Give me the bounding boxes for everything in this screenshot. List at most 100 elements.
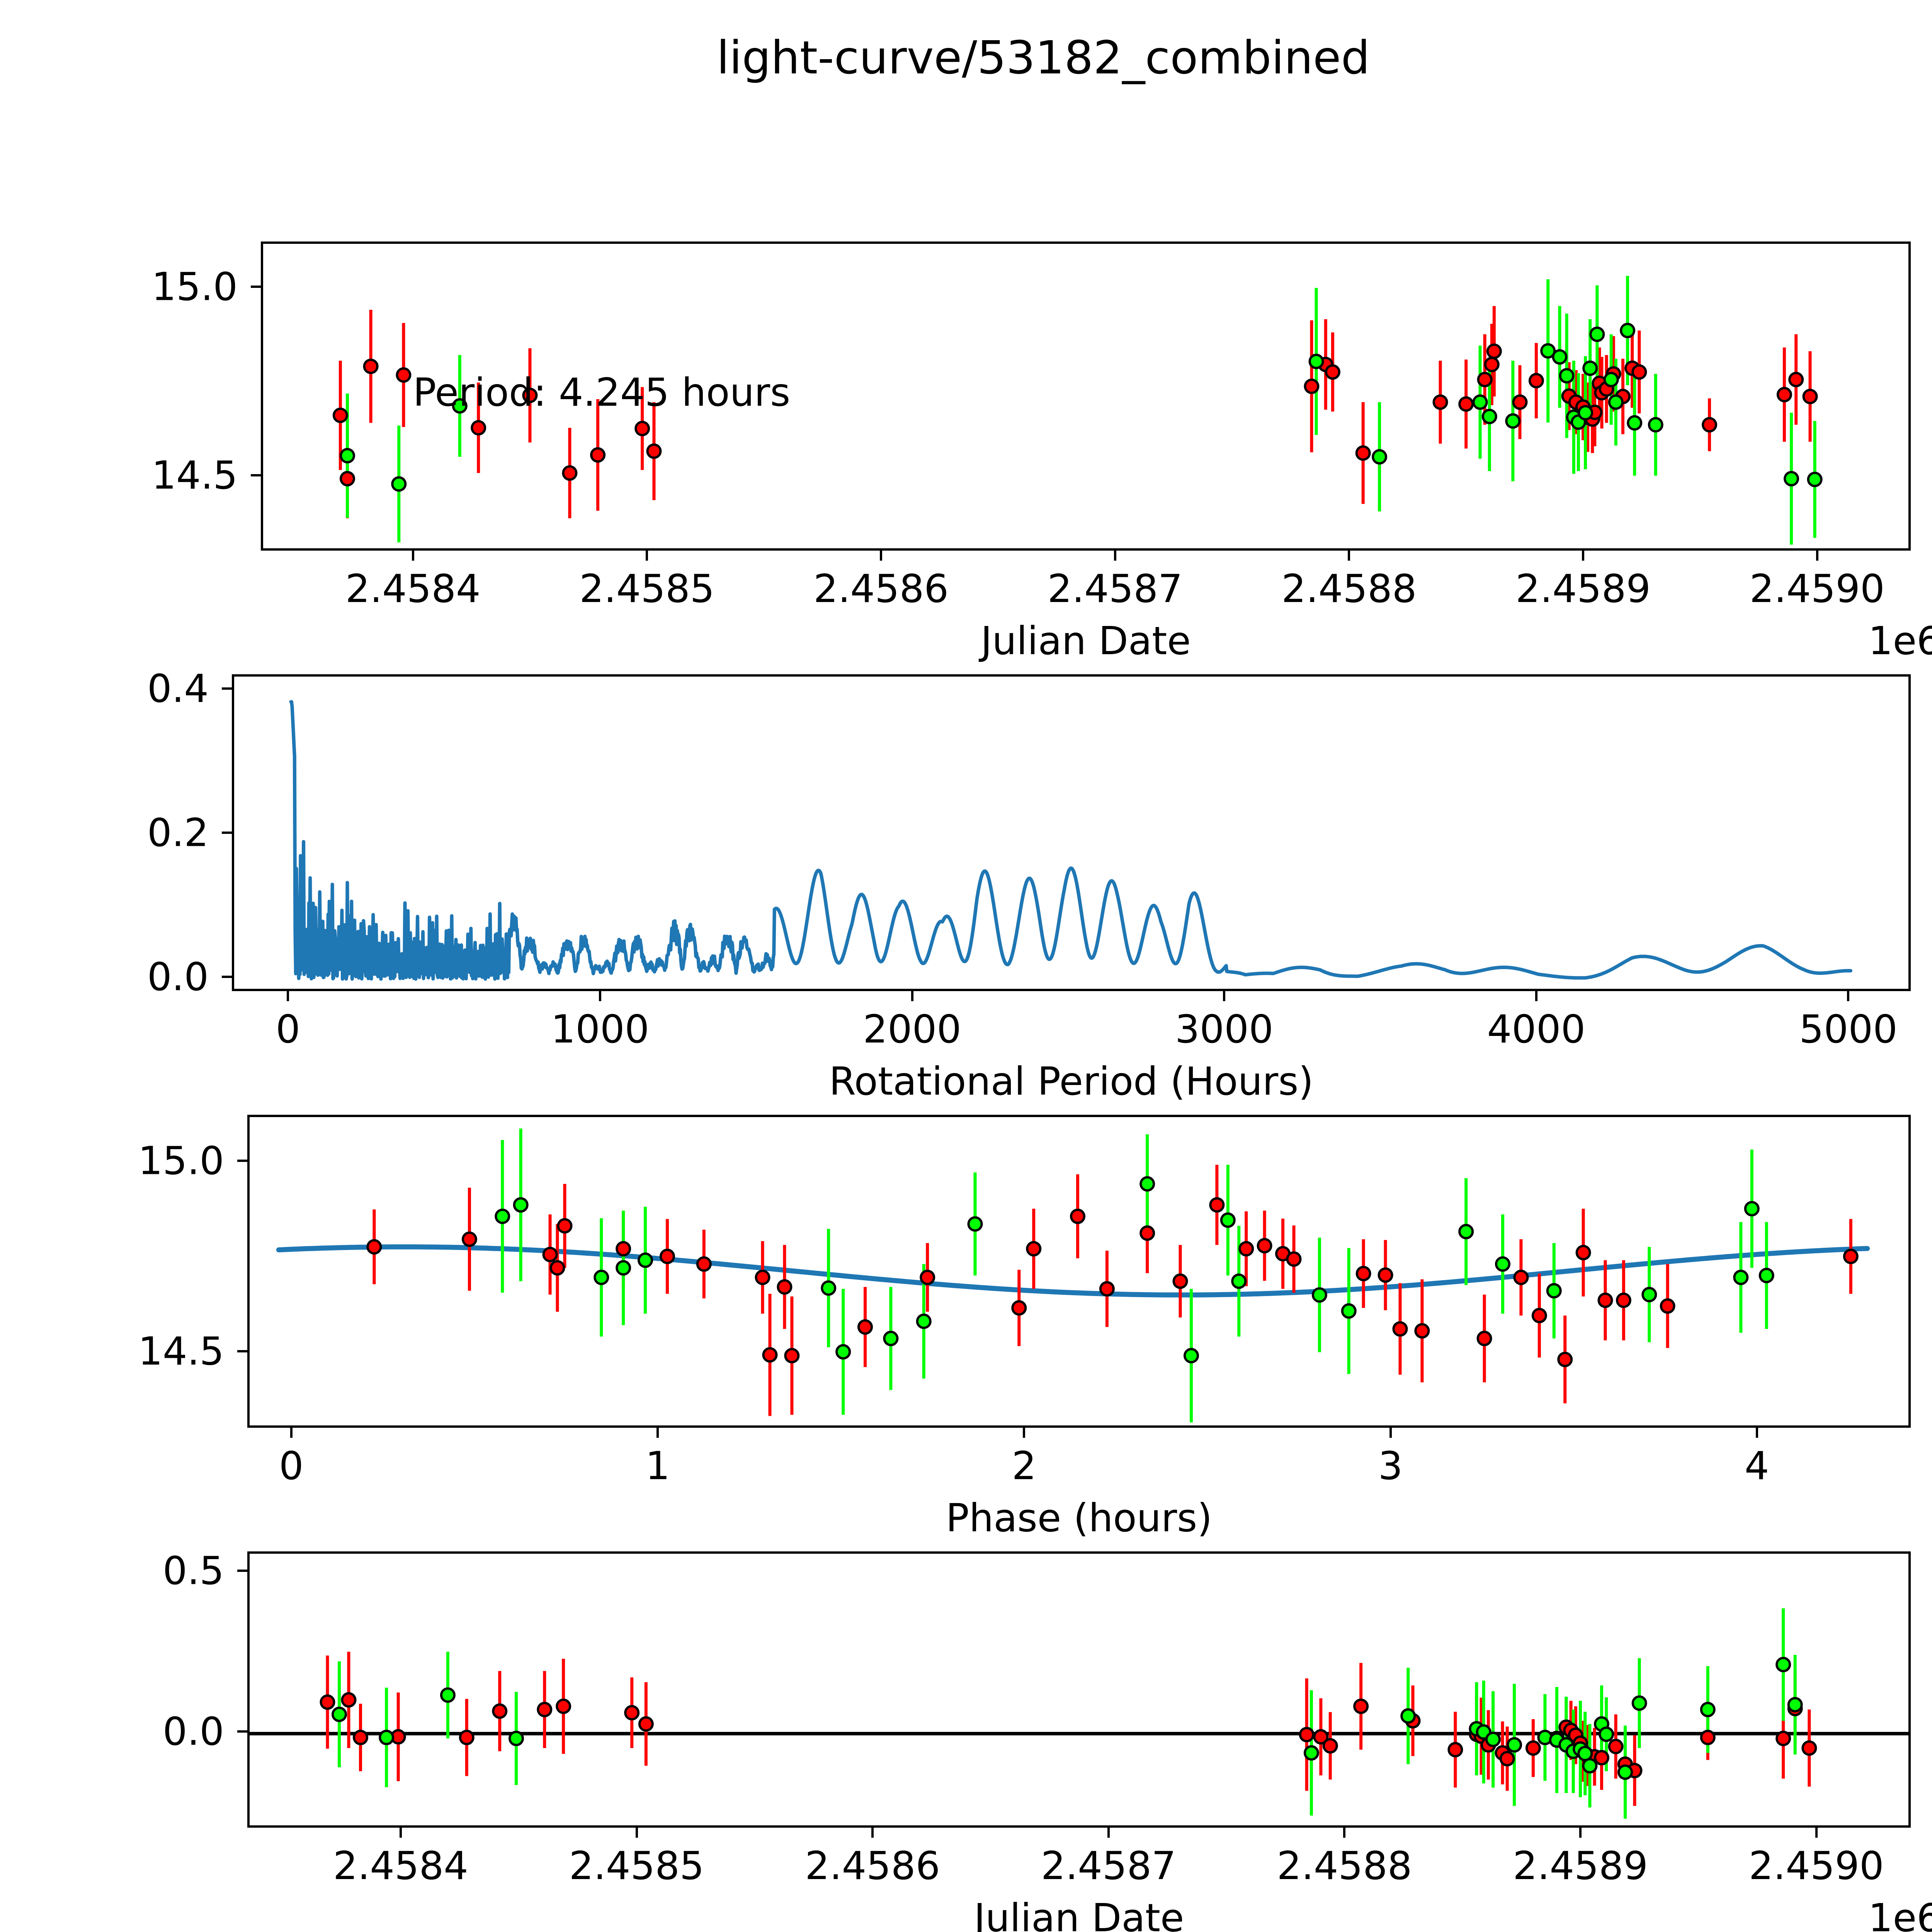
xtick-mark-residuals-4 bbox=[1343, 1828, 1346, 1838]
xtick-mark-lightcurve-5 bbox=[1582, 551, 1585, 561]
plot-canvas-periodogram bbox=[289, 700, 1852, 981]
ytick-mark-phasefold-0 bbox=[237, 1159, 247, 1162]
xtick-mark-lightcurve-1 bbox=[646, 551, 648, 561]
xtick-label-lightcurve-0: 2.4584 bbox=[345, 566, 481, 611]
figure-title: light-curve/53182_combined bbox=[716, 31, 1370, 84]
xtick-label-phasefold-3: 3 bbox=[1378, 1443, 1403, 1488]
plot-area-residuals bbox=[247, 1551, 1911, 1828]
xtick-label-lightcurve-5: 2.4589 bbox=[1515, 566, 1651, 611]
xtick-mark-residuals-3 bbox=[1107, 1828, 1110, 1838]
plot-area-lightcurve bbox=[261, 242, 1911, 551]
xtick-label-phasefold-0: 0 bbox=[279, 1443, 304, 1488]
xtick-label-lightcurve-3: 2.4587 bbox=[1047, 566, 1183, 611]
xtick-label-phasefold-4: 4 bbox=[1744, 1443, 1769, 1488]
plot-clip-periodogram bbox=[234, 677, 1908, 989]
ytick-label-phasefold-1: 14.5 bbox=[138, 1328, 224, 1374]
plot-canvas-phasefold bbox=[276, 1128, 1870, 1423]
ytick-mark-periodogram-2 bbox=[222, 687, 232, 690]
xtick-label-residuals-3: 2.4587 bbox=[1041, 1843, 1176, 1888]
xtick-mark-periodogram-1 bbox=[599, 991, 601, 1001]
x-offset-text-lightcurve: 1e6 bbox=[1868, 618, 1932, 663]
plot-clip-lightcurve bbox=[263, 244, 1908, 548]
xtick-label-residuals-6: 2.4590 bbox=[1748, 1843, 1884, 1888]
xtick-mark-periodogram-4 bbox=[1535, 991, 1537, 1001]
periodogram-line bbox=[289, 700, 1852, 981]
xtick-mark-phasefold-1 bbox=[656, 1428, 659, 1438]
xtick-mark-phasefold-4 bbox=[1755, 1428, 1758, 1438]
xtick-label-phasefold-2: 2 bbox=[1012, 1443, 1037, 1488]
markers-red bbox=[366, 1197, 1859, 1367]
errorbars-red bbox=[326, 1651, 1811, 1806]
xtick-label-periodogram-2: 2000 bbox=[863, 1007, 961, 1052]
ytick-mark-residuals-1 bbox=[237, 1730, 247, 1733]
xlabel-residuals: Julian Date bbox=[974, 1895, 1184, 1932]
xlabel-lightcurve: Julian Date bbox=[981, 618, 1191, 663]
xtick-label-periodogram-1: 1000 bbox=[551, 1007, 650, 1052]
markers-red bbox=[320, 1692, 1817, 1779]
xtick-mark-residuals-0 bbox=[399, 1828, 402, 1838]
plot-clip-phasefold bbox=[250, 1117, 1908, 1425]
xtick-mark-lightcurve-3 bbox=[1114, 551, 1116, 561]
xtick-label-lightcurve-6: 2.4590 bbox=[1749, 566, 1885, 611]
ytick-mark-residuals-0 bbox=[237, 1569, 247, 1572]
xtick-mark-phasefold-2 bbox=[1023, 1428, 1026, 1438]
ytick-label-lightcurve-1: 14.5 bbox=[151, 452, 238, 498]
xtick-mark-periodogram-5 bbox=[1847, 991, 1850, 1001]
xtick-mark-residuals-1 bbox=[635, 1828, 638, 1838]
plot-canvas-residuals bbox=[250, 1608, 1908, 1819]
xtick-label-phasefold-1: 1 bbox=[645, 1443, 670, 1488]
ytick-mark-periodogram-0 bbox=[222, 975, 232, 978]
plot-area-periodogram bbox=[232, 674, 1911, 991]
xtick-mark-periodogram-2 bbox=[911, 991, 913, 1001]
xtick-label-periodogram-5: 5000 bbox=[1799, 1007, 1898, 1052]
ytick-label-periodogram-2: 0.4 bbox=[147, 666, 209, 711]
xtick-label-residuals-5: 2.4589 bbox=[1513, 1843, 1648, 1888]
xlabel-phasefold: Phase (hours) bbox=[946, 1495, 1213, 1541]
xtick-mark-residuals-2 bbox=[871, 1828, 874, 1838]
markers-green bbox=[340, 323, 1823, 492]
xtick-mark-lightcurve-0 bbox=[412, 551, 414, 561]
xtick-mark-phasefold-3 bbox=[1389, 1428, 1392, 1438]
markers-green bbox=[495, 1176, 1774, 1364]
ytick-mark-lightcurve-1 bbox=[251, 474, 261, 476]
xtick-mark-residuals-5 bbox=[1579, 1828, 1582, 1838]
xtick-mark-periodogram-0 bbox=[287, 991, 289, 1001]
plot-area-phasefold bbox=[247, 1115, 1911, 1428]
ytick-mark-periodogram-1 bbox=[222, 832, 232, 834]
plot-clip-residuals bbox=[250, 1554, 1908, 1825]
x-offset-text-residuals: 1e6 bbox=[1868, 1895, 1932, 1932]
plot-canvas-lightcurve bbox=[332, 276, 1823, 545]
xtick-label-lightcurve-4: 2.4588 bbox=[1281, 566, 1417, 611]
xlabel-periodogram: Rotational Period (Hours) bbox=[829, 1059, 1314, 1104]
xtick-label-periodogram-0: 0 bbox=[276, 1007, 301, 1052]
period-annotation: Period: 4.245 hours bbox=[413, 370, 791, 415]
xtick-mark-lightcurve-6 bbox=[1816, 551, 1818, 561]
xtick-label-lightcurve-2: 2.4586 bbox=[813, 566, 949, 611]
xtick-mark-residuals-6 bbox=[1815, 1828, 1818, 1838]
ytick-label-periodogram-0: 0.0 bbox=[147, 954, 209, 1000]
xtick-label-residuals-2: 2.4586 bbox=[805, 1843, 940, 1888]
ytick-mark-lightcurve-0 bbox=[251, 286, 261, 288]
xtick-label-periodogram-4: 4000 bbox=[1487, 1007, 1586, 1052]
ytick-label-residuals-1: 0.0 bbox=[162, 1709, 224, 1754]
xtick-label-periodogram-3: 3000 bbox=[1175, 1007, 1274, 1052]
xtick-label-lightcurve-1: 2.4585 bbox=[579, 566, 715, 611]
markers-green bbox=[332, 1656, 1803, 1780]
xtick-label-residuals-4: 2.4588 bbox=[1277, 1843, 1412, 1888]
xtick-mark-lightcurve-4 bbox=[1348, 551, 1350, 561]
ytick-label-residuals-0: 0.5 bbox=[162, 1548, 224, 1594]
ytick-label-phasefold-0: 15.0 bbox=[138, 1138, 224, 1184]
xtick-mark-phasefold-0 bbox=[290, 1428, 293, 1438]
ytick-label-lightcurve-0: 15.0 bbox=[151, 264, 238, 310]
ytick-mark-phasefold-1 bbox=[237, 1350, 247, 1353]
xtick-label-residuals-1: 2.4585 bbox=[569, 1843, 704, 1888]
ytick-label-periodogram-1: 0.2 bbox=[147, 810, 209, 855]
xtick-mark-periodogram-3 bbox=[1223, 991, 1226, 1001]
xtick-label-residuals-0: 2.4584 bbox=[333, 1843, 468, 1888]
xtick-mark-lightcurve-2 bbox=[880, 551, 883, 561]
